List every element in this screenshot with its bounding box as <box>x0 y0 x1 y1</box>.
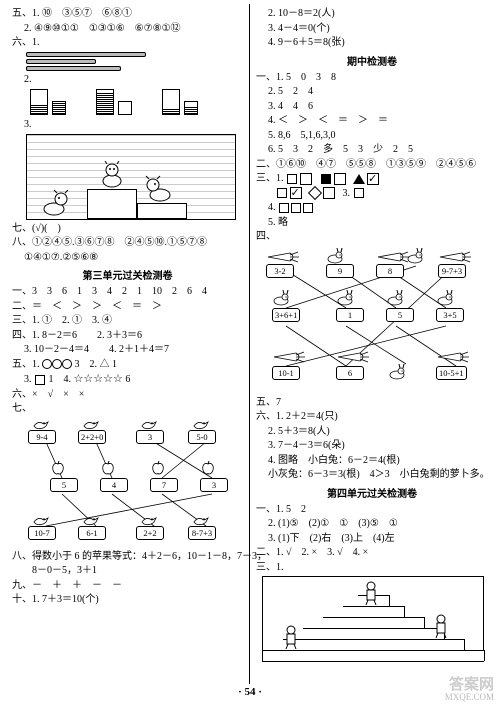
left-column: 五、1. ⑩ ③⑤⑦ ⑥⑧① 2. ④⑨⑩①① ①③①⑥ ⑥⑦⑧①⑫ 六、1. … <box>6 4 250 684</box>
text: 3. 4－4＝0(个) <box>256 22 488 36</box>
prefix: 三、1. <box>256 173 286 184</box>
checkbox-checked <box>367 173 379 185</box>
suffix: 6 <box>125 374 130 385</box>
mid: 1 4. <box>49 374 74 385</box>
page-number: · 54 · <box>0 686 500 698</box>
text: 六、1. 2＋2＝4(只) <box>256 410 488 424</box>
text: 十、1. 7＋3＝10(个) <box>12 593 243 607</box>
text: 五、1. 3 2. △ 1 <box>12 358 243 372</box>
dogs-figure <box>26 134 236 220</box>
watermark-line2: MXQE.COM <box>445 693 494 703</box>
text: 七、 <box>12 402 243 416</box>
prefix: 3. <box>24 374 34 385</box>
text: 3. 10－2－4＝4 4. 2＋1＋4＝7 <box>12 343 243 357</box>
star-icon: ☆☆☆☆☆ <box>74 373 123 385</box>
shapes-row-3: 4. <box>256 201 488 215</box>
text: 七、(√)( ) <box>12 222 243 236</box>
text: 八、①②④⑤.③⑥⑦⑧ ②④⑤⑩.①⑤⑦⑧ <box>12 236 243 250</box>
shapes-row-2: 3. <box>256 187 488 201</box>
text: 四、 <box>256 230 488 244</box>
square-icon <box>291 203 301 213</box>
matching-diagram-1: 9-42+2+035-0547310-76-12+28-7+3 <box>20 418 240 548</box>
text: 6. 5 3 2 多 5 3 少 2 5 <box>256 143 488 157</box>
checkbox-checked <box>290 187 302 199</box>
text: 二、①⑥⑩ ④⑦ ⑤⑤⑧ ①③⑤⑨ ②④⑤⑥ <box>256 158 488 172</box>
suffix: 3 2. △ 1 <box>75 359 118 370</box>
square-icon <box>35 375 45 385</box>
text: 二、1. √ 2. × 3. √ 4. × <box>256 546 488 560</box>
text: 八、得数小于 6 的苹果等式：4＋2－6，10－1－8，7－3， <box>12 550 243 564</box>
circle-icon <box>62 359 72 369</box>
text: 2. 5＋3＝8(人) <box>256 425 488 439</box>
text: 4. ＜ ＞ ＜ ＝ ＞ ＝ <box>256 114 488 128</box>
text: 九、－ ＋ ＋ － － <box>12 579 243 593</box>
text: 六、1. <box>12 36 243 50</box>
text: 5. 8,6 5,1,6,3,0 <box>256 129 488 143</box>
watermark: 答案网 MXQE.COM <box>445 677 494 703</box>
circle-icon <box>52 359 62 369</box>
cups-figure <box>30 89 243 115</box>
text: 8－0－5，3＋1 <box>12 564 243 578</box>
square-icon <box>287 174 297 184</box>
text: 3. <box>12 118 243 132</box>
text: 2. <box>12 73 243 87</box>
prefix: 4. <box>268 202 278 213</box>
text: 2. ④⑨⑩①① ①③①⑥ ⑥⑦⑧①⑫ <box>12 22 243 36</box>
matching-diagram-2: 3-289-7+393+6+1153+510-1610-5+1 <box>260 246 486 394</box>
text: 4. 图略 小白兔：6－2＝4(根) <box>256 454 488 468</box>
midterm-title: 期中检测卷 <box>256 53 488 68</box>
bars-figure <box>26 52 243 71</box>
text: 六、× √ × × <box>12 388 243 402</box>
text: 2. 5 2 4 <box>256 85 488 99</box>
text: 4. 9－6＋5＝8(张) <box>256 36 488 50</box>
checkbox <box>300 173 312 185</box>
text: 2. 10－8＝2(人) <box>256 7 488 21</box>
square-icon <box>279 203 289 213</box>
shapes-row: 三、1. <box>256 172 488 186</box>
text: 2. (1)⑤ (2)① ① (3)⑤ ① <box>256 517 488 531</box>
text: 一、3 3 6 1 3 4 2 1 10 2 6 4 <box>12 285 243 299</box>
checkbox <box>323 187 335 199</box>
text: 3. 7－4－3＝6(朵) <box>256 439 488 453</box>
checkbox <box>334 173 346 185</box>
unit4-title: 第四单元过关检测卷 <box>256 485 488 500</box>
text: 5. 略 <box>256 216 488 230</box>
text: 五、7 <box>256 396 488 410</box>
triangle-icon <box>353 174 365 184</box>
text: 一、1. 5 0 3 8 <box>256 71 488 85</box>
square-icon <box>354 188 364 198</box>
text: 三、1. ① 2. ① 3. ④ <box>12 314 243 328</box>
text: 小灰兔：6－3＝3(根) 4＞3 小白兔剩的萝卜多。 <box>256 468 488 482</box>
stairs-figure <box>262 576 484 662</box>
square-icon <box>277 188 287 198</box>
text: 二、＝ ＜ ＞ ＞ ＜ ＝ ＞ <box>12 300 243 314</box>
text: 3. 4 4 6 <box>256 100 488 114</box>
diamond-icon <box>308 186 322 200</box>
text: 四、1. 8－2＝6 2. 3＋3＝6 <box>12 329 243 343</box>
unit3-title: 第三单元过关检测卷 <box>12 267 243 282</box>
text: 3. (1)下 (2)右 (3)上 (4)左 <box>256 532 488 546</box>
text: 3. 1 4. ☆☆☆☆☆ 6 <box>12 372 243 387</box>
square-icon <box>303 203 313 213</box>
text: ①④①⑦.②⑤⑥⑧ <box>12 251 243 265</box>
text: 一、1. 5 2 <box>256 503 488 517</box>
text: 三、1. <box>256 561 488 575</box>
text: 五、1. ⑩ ③⑤⑦ ⑥⑧① <box>12 7 243 21</box>
square-solid-icon <box>321 174 331 184</box>
prefix: 五、1. <box>12 359 42 370</box>
circle-icon <box>42 359 52 369</box>
right-column: 2. 10－8＝2(人) 3. 4－4＝0(个) 4. 9－6＋5＝8(张) 期… <box>250 4 494 684</box>
watermark-line1: 答案网 <box>445 677 494 694</box>
